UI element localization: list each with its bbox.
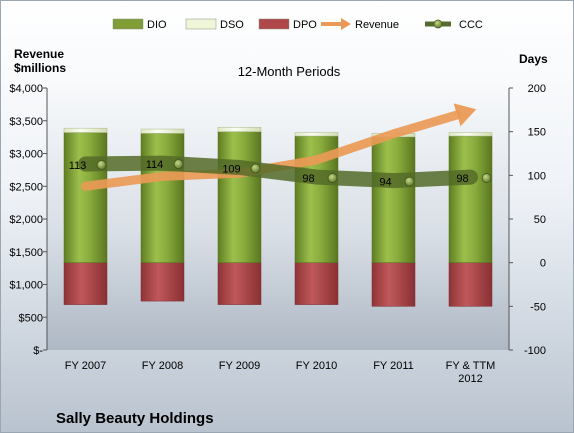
left-tick-label: $3,000 [9, 149, 43, 161]
bar-dpo [217, 262, 262, 305]
legend-swatch-dpo [258, 18, 290, 30]
legend-label: CCC [459, 19, 483, 31]
legend-label: DPO [293, 19, 317, 31]
left-axis-label-line2: $millions [14, 61, 66, 75]
left-tick-label: $- [33, 345, 43, 357]
left-tick-label: $3,500 [9, 116, 43, 128]
company-name: Sally Beauty Holdings [56, 410, 214, 427]
left-tick-label: $2,500 [9, 181, 43, 193]
left-axis: $- $500 $1,000 $1,500 $2,000 $2,500 $3,000 $3,5… [9, 83, 48, 357]
legend-swatch-ccc-dot [433, 19, 443, 29]
left-tick-label: $1,000 [9, 280, 43, 292]
x-tick-label: FY 2009 [219, 360, 260, 372]
right-tick-label: -50 [530, 301, 546, 313]
bar-dpo [63, 262, 108, 305]
bar-dio [140, 133, 185, 263]
x-tick-label: 2012 [458, 373, 482, 385]
bar-dio [448, 135, 493, 263]
left-tick-label: $1,500 [9, 247, 43, 259]
x-tick-label: FY 2010 [296, 360, 337, 372]
bar-dpo [448, 262, 493, 307]
legend-swatch-revenue-head [341, 18, 351, 30]
bar-dpo [140, 262, 185, 302]
ccc-series: 113 114 109 98 94 98 [69, 155, 492, 189]
bar-dso [140, 128, 185, 134]
bar-dpo [294, 262, 339, 305]
legend-swatch-dso [185, 18, 217, 30]
ccc-point [481, 173, 492, 183]
left-tick-label: $2,000 [9, 214, 43, 226]
plot-area [47, 88, 509, 350]
x-tick-label: FY & TTM [446, 360, 496, 372]
bar-dio [217, 131, 262, 263]
ccc-data-label: 94 [379, 177, 391, 189]
right-tick-label: 0 [540, 258, 546, 270]
ccc-point [404, 176, 415, 187]
left-tick-label: $500 [19, 312, 43, 324]
right-tick-label: 100 [528, 170, 546, 182]
right-tick-label: 50 [534, 214, 546, 226]
ccc-data-label: 98 [456, 173, 468, 185]
bar-dso [294, 132, 339, 137]
bar-dso [448, 132, 493, 137]
bar-dso [63, 127, 108, 133]
x-tick-label: FY 2007 [65, 360, 106, 372]
right-tick-label: -100 [524, 345, 546, 357]
ccc-data-label: 98 [302, 173, 314, 185]
ccc-point [173, 159, 184, 170]
chart-title: 12-Month Periods [238, 64, 341, 79]
legend-label: DIO [147, 19, 167, 31]
left-tick-label: $4,000 [9, 83, 43, 95]
right-axis-label: Days [519, 52, 548, 66]
bar-dso [217, 127, 262, 132]
x-tick-label: FY 2011 [373, 360, 414, 372]
x-axis: FY 2007 FY 2008 FY 2009 FY 2010 FY 2011 FY & … [65, 360, 496, 385]
legend: DIO DSO DPO Revenue CCC [112, 18, 483, 31]
right-tick-label: 200 [528, 83, 546, 95]
ccc-point [250, 163, 261, 174]
x-tick-label: FY 2008 [142, 360, 183, 372]
right-axis: -100 -50 0 50 100 150 200 [508, 83, 546, 357]
ccc-point [327, 173, 338, 183]
bar-dio [63, 132, 108, 263]
legend-label: DSO [220, 19, 244, 31]
left-axis-label-line1: Revenue [14, 47, 64, 61]
ccc-data-label: 109 [222, 163, 240, 175]
legend-swatch-dio [112, 18, 144, 30]
bars [63, 127, 493, 307]
right-tick-label: 150 [528, 127, 546, 139]
ccc-data-label: 114 [146, 159, 164, 171]
legend-label: Revenue [355, 19, 399, 31]
revenue-arrowhead [453, 103, 477, 127]
ccc-point [96, 160, 107, 170]
bar-dio [371, 136, 416, 263]
bar-dpo [371, 262, 416, 307]
ccc-data-label: 113 [69, 160, 87, 172]
